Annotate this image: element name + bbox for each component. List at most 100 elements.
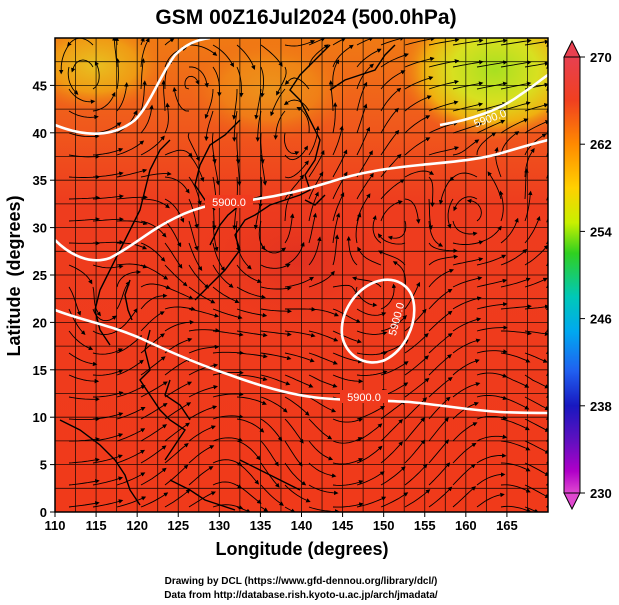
- streamline: [92, 348, 123, 355]
- y-tick-label: 0: [40, 505, 47, 520]
- streamline: [260, 462, 280, 488]
- streamline: [116, 280, 130, 310]
- streamline: [284, 145, 308, 161]
- streamline: [524, 39, 548, 46]
- streamline: [260, 330, 292, 337]
- streamline: [332, 308, 361, 323]
- contour-label: 5900.0: [212, 197, 246, 209]
- x-axis: 110 115 120 125 130 135 140 145 150 155 160 165: [45, 512, 518, 533]
- streamline: [404, 377, 430, 398]
- streamline: [296, 106, 310, 134]
- colorbar-strip: [563, 56, 581, 494]
- streamline: [476, 453, 507, 464]
- x-tick-label: 110: [45, 518, 66, 533]
- streamline: [188, 344, 220, 354]
- streamline: [164, 320, 195, 332]
- streamline: [346, 236, 358, 266]
- y-tick-label: 35: [33, 173, 47, 188]
- streamline: [92, 194, 124, 200]
- streamline: [452, 382, 481, 398]
- streamline: [332, 149, 348, 178]
- streamline: [68, 110, 99, 120]
- streamline: [68, 501, 100, 508]
- streamline: [236, 352, 268, 359]
- streamline: [260, 154, 268, 186]
- streamline: [404, 333, 429, 354]
- streamline: [212, 66, 222, 97]
- streamline: [332, 458, 364, 465]
- streamline: [116, 195, 148, 200]
- streamline: [476, 302, 508, 310]
- streamline: [67, 66, 79, 95]
- streamline: [92, 369, 124, 376]
- streamline: [188, 154, 205, 183]
- streamline: [236, 286, 266, 299]
- streamline: [476, 119, 506, 134]
- streamline: [140, 356, 166, 376]
- streamline: [116, 449, 146, 464]
- streamline: [68, 286, 81, 316]
- streamline: [500, 277, 531, 288]
- streamline: [68, 396, 100, 402]
- cold-region-north-east: [400, 38, 548, 140]
- streamline: [161, 79, 166, 112]
- streamline: [212, 330, 244, 337]
- x-tick-label: 140: [291, 518, 313, 533]
- streamline: [524, 244, 548, 266]
- streamline: [476, 132, 497, 156]
- streamline: [188, 176, 202, 206]
- coastlines: [59, 44, 396, 511]
- streamline: [260, 506, 269, 512]
- streamline: [328, 80, 334, 112]
- y-tick-label: 25: [33, 268, 47, 283]
- streamline: [428, 288, 453, 310]
- streamline: [308, 38, 326, 46]
- streamline: [524, 506, 539, 512]
- streamline: [476, 372, 508, 378]
- colorbar-label: 262: [590, 137, 612, 152]
- contour-label-bg: [340, 390, 388, 403]
- x-tick-label: 160: [455, 518, 477, 533]
- y-axis-label: Latitude (degrees): [4, 195, 24, 356]
- streamline: [254, 88, 262, 120]
- streamline: [500, 101, 531, 112]
- colorbar-ticks: 270 262 254 246 238 230: [580, 50, 612, 501]
- colorbar: 270 262 254 246 238 230: [563, 39, 612, 511]
- streamline: [68, 88, 96, 104]
- streamline: [236, 330, 268, 338]
- streamline: [260, 66, 265, 98]
- streamline: [92, 412, 124, 420]
- streamline: [428, 242, 458, 253]
- streamline: [500, 304, 532, 310]
- streamline: [232, 89, 238, 120]
- streamline: [476, 472, 506, 486]
- streamline: [308, 125, 320, 156]
- streamline: [140, 135, 165, 156]
- streamline: [236, 484, 262, 504]
- streamline: [476, 254, 507, 266]
- x-tick-label: 120: [126, 518, 148, 533]
- streamline: [187, 132, 200, 162]
- streamline: [260, 263, 291, 269]
- streamline: [308, 270, 335, 288]
- streamline: [140, 58, 146, 90]
- streamline: [188, 363, 219, 376]
- streamline: [92, 327, 122, 336]
- streamline: [164, 286, 194, 300]
- streamline: [308, 150, 325, 178]
- streamline: [332, 234, 340, 266]
- streamline: [68, 264, 93, 285]
- streamline: [284, 174, 305, 200]
- streamline: [355, 286, 378, 308]
- streamline: [380, 200, 403, 222]
- streamline: [524, 330, 548, 336]
- streamline: [476, 60, 508, 68]
- streamline: [428, 268, 454, 288]
- streamline: [204, 110, 214, 142]
- wind-streamlines: [58, 38, 548, 512]
- streamline: [236, 308, 268, 318]
- streamline: [68, 195, 101, 200]
- streamline: [524, 168, 529, 200]
- streamline: [140, 171, 172, 178]
- streamline: [188, 385, 218, 398]
